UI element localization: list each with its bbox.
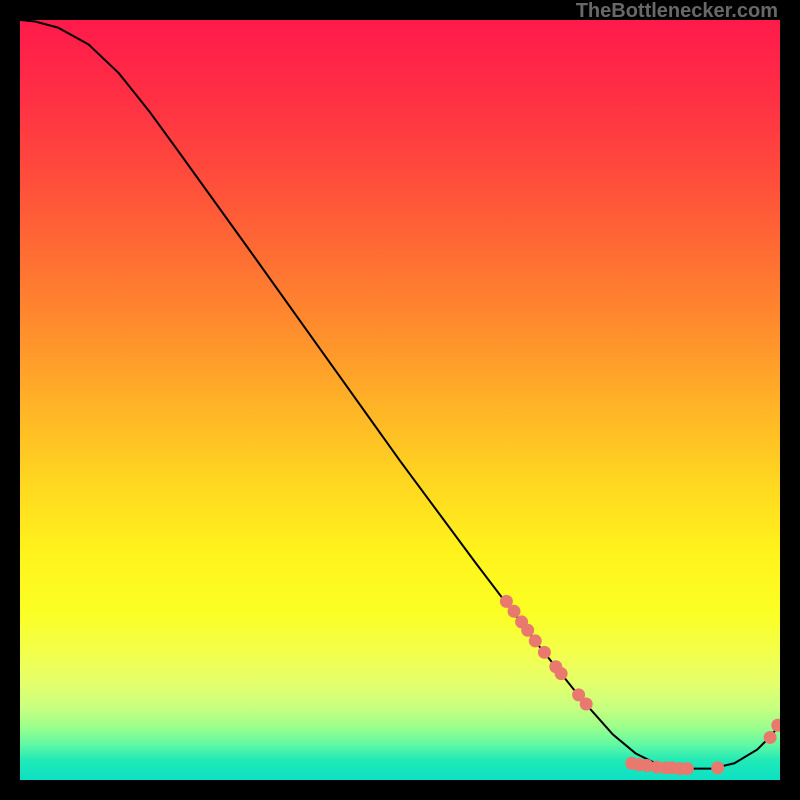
plot-area <box>20 20 780 780</box>
scatter-point <box>681 762 694 775</box>
curve-layer <box>20 20 780 780</box>
scatter-point <box>521 624 534 637</box>
scatter-point <box>580 698 593 711</box>
scatter-point <box>529 634 542 647</box>
scatter-markers <box>500 595 780 775</box>
chart-stage: TheBottlenecker.com <box>0 0 800 800</box>
scatter-point <box>508 605 521 618</box>
scatter-point <box>771 719 780 732</box>
bottleneck-curve <box>20 20 780 769</box>
scatter-point <box>538 646 551 659</box>
scatter-point <box>764 731 777 744</box>
scatter-point <box>711 761 724 774</box>
scatter-point <box>555 667 568 680</box>
